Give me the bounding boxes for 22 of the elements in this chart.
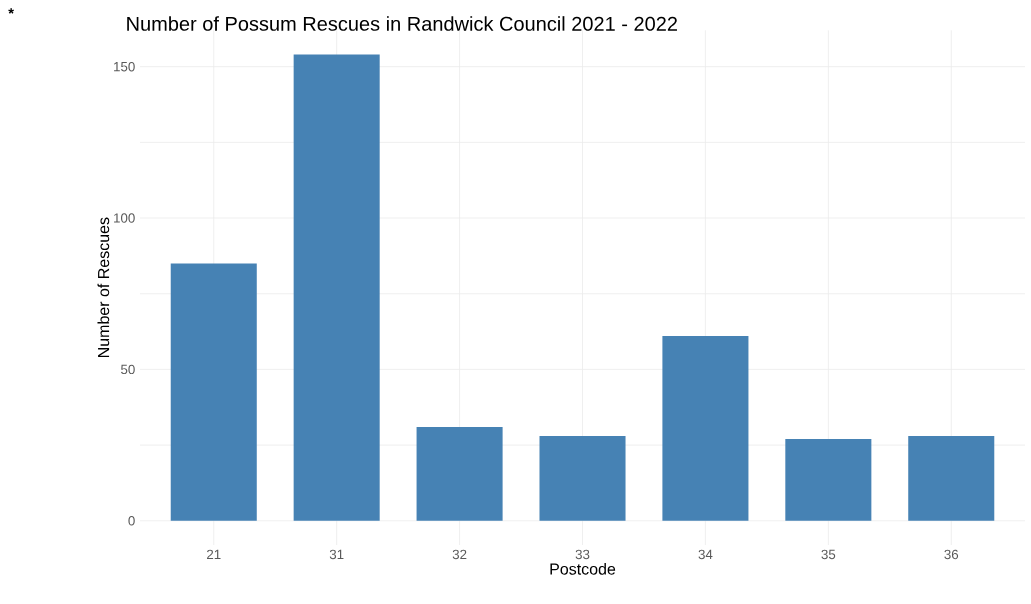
- x-tick-label: 33: [575, 549, 590, 560]
- y-tick-label: 50: [121, 364, 135, 375]
- y-axis-title: Number of Rescues: [97, 217, 110, 358]
- x-tick-label: 35: [821, 549, 836, 560]
- x-tick-label: 36: [944, 549, 959, 560]
- bar: [908, 436, 995, 521]
- bar: [662, 336, 749, 521]
- bar: [293, 54, 380, 521]
- text: *: [8, 8, 14, 14]
- y-tick-label: 150: [114, 61, 135, 72]
- x-axis-title: Postcode: [550, 562, 616, 575]
- x-tick-label: 31: [329, 549, 344, 560]
- bar: [539, 436, 626, 521]
- bar: [416, 426, 503, 521]
- bar: [170, 263, 257, 521]
- bar: [785, 439, 872, 521]
- chart-title: Number of Possum Rescues in Randwick Council 2021 - 2022: [127, 16, 677, 31]
- x-tick-label: 32: [452, 549, 467, 560]
- y-tick-label: 0: [128, 516, 135, 526]
- x-tick-label: 21: [207, 549, 221, 560]
- x-tick-label: 34: [698, 549, 713, 560]
- y-tick-label: 100: [114, 213, 135, 223]
